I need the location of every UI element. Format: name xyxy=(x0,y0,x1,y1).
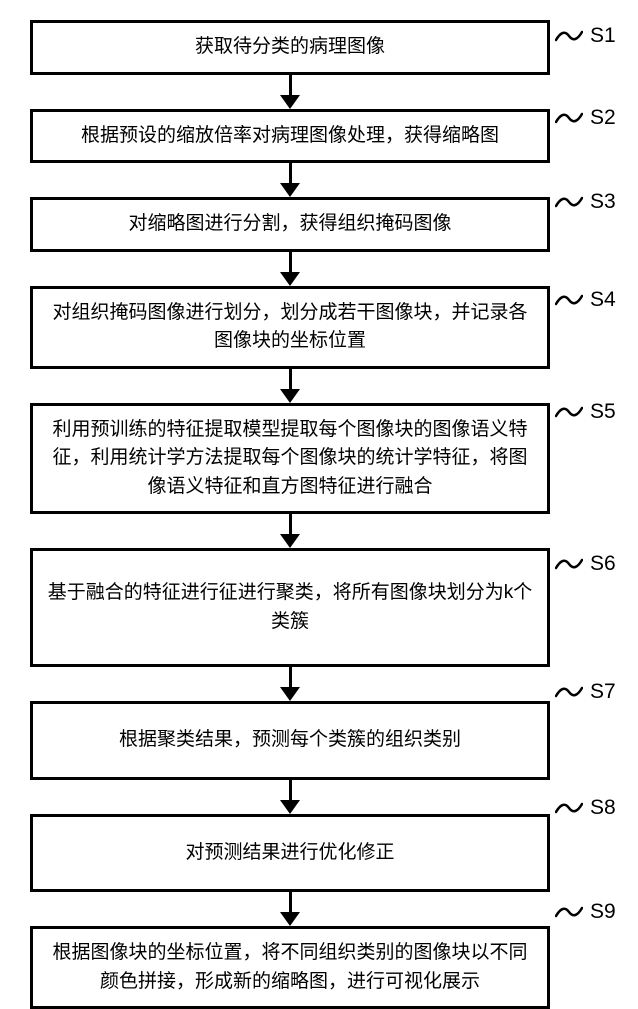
connector-tilde xyxy=(555,290,583,310)
step-text: 获取待分类的病理图像 xyxy=(195,33,385,62)
step-text: 根据聚类结果，预测每个类簇的组织类别 xyxy=(119,726,461,755)
arrow xyxy=(280,667,300,701)
step-box-s8: 对预测结果进行优化修正 xyxy=(30,814,550,893)
arrow xyxy=(280,75,300,109)
step-text: 对组织掩码图像进行划分，划分成若干图像块，并记录各图像块的坐标位置 xyxy=(45,299,535,356)
flowchart-canvas: 获取待分类的病理图像 根据预设的缩放倍率对病理图像处理，获得缩略图 对缩略图进行… xyxy=(0,0,638,1000)
arrow xyxy=(280,369,300,403)
step-box-s2: 根据预设的缩放倍率对病理图像处理，获得缩略图 xyxy=(30,109,550,164)
connector-tilde xyxy=(555,554,583,574)
step-text: 利用预训练的特征提取模型提取每个图像块的图像语义特征，利用统计学方法提取每个图像… xyxy=(45,416,535,502)
step-box-s5: 利用预训练的特征提取模型提取每个图像块的图像语义特征，利用统计学方法提取每个图像… xyxy=(30,403,550,515)
connector-tilde xyxy=(555,902,583,922)
step-text: 基于融合的特征进行征进行聚类，将所有图像块划分为k个类簇 xyxy=(45,579,535,636)
arrow xyxy=(280,163,300,197)
step-text: 对缩略图进行分割，获得组织掩码图像 xyxy=(128,210,451,239)
connector-tilde xyxy=(555,26,583,46)
step-text: 根据图像块的坐标位置，将不同组织类别的图像块以不同颜色拼接，形成新的缩略图，进行… xyxy=(45,939,535,996)
step-box-s9: 根据图像块的坐标位置，将不同组织类别的图像块以不同颜色拼接，形成新的缩略图，进行… xyxy=(30,926,550,1009)
step-box-s3: 对缩略图进行分割，获得组织掩码图像 xyxy=(30,197,550,252)
step-label: S5 xyxy=(590,400,616,424)
step-box-s7: 根据聚类结果，预测每个类簇的组织类别 xyxy=(30,701,550,780)
step-label: S4 xyxy=(590,288,616,312)
step-text: 对预测结果进行优化修正 xyxy=(185,839,394,868)
connector-tilde xyxy=(555,402,583,422)
step-label: S7 xyxy=(590,680,616,704)
connector-tilde xyxy=(555,192,583,212)
connector-tilde xyxy=(555,108,583,128)
step-box-s4: 对组织掩码图像进行划分，划分成若干图像块，并记录各图像块的坐标位置 xyxy=(30,286,550,369)
step-label: S1 xyxy=(590,24,616,48)
step-label: S8 xyxy=(590,796,616,820)
arrow xyxy=(280,780,300,814)
connector-tilde xyxy=(555,798,583,818)
connector-tilde xyxy=(555,682,583,702)
step-label: S6 xyxy=(590,552,616,576)
step-text: 根据预设的缩放倍率对病理图像处理，获得缩略图 xyxy=(81,122,499,151)
step-label: S9 xyxy=(590,900,616,924)
arrow xyxy=(280,514,300,548)
arrow xyxy=(280,252,300,286)
step-label: S3 xyxy=(590,190,616,214)
arrow xyxy=(280,892,300,926)
step-box-s1: 获取待分类的病理图像 xyxy=(30,20,550,75)
step-box-s6: 基于融合的特征进行征进行聚类，将所有图像块划分为k个类簇 xyxy=(30,548,550,667)
flow-column: 获取待分类的病理图像 根据预设的缩放倍率对病理图像处理，获得缩略图 对缩略图进行… xyxy=(30,20,550,1009)
step-label: S2 xyxy=(590,106,616,130)
